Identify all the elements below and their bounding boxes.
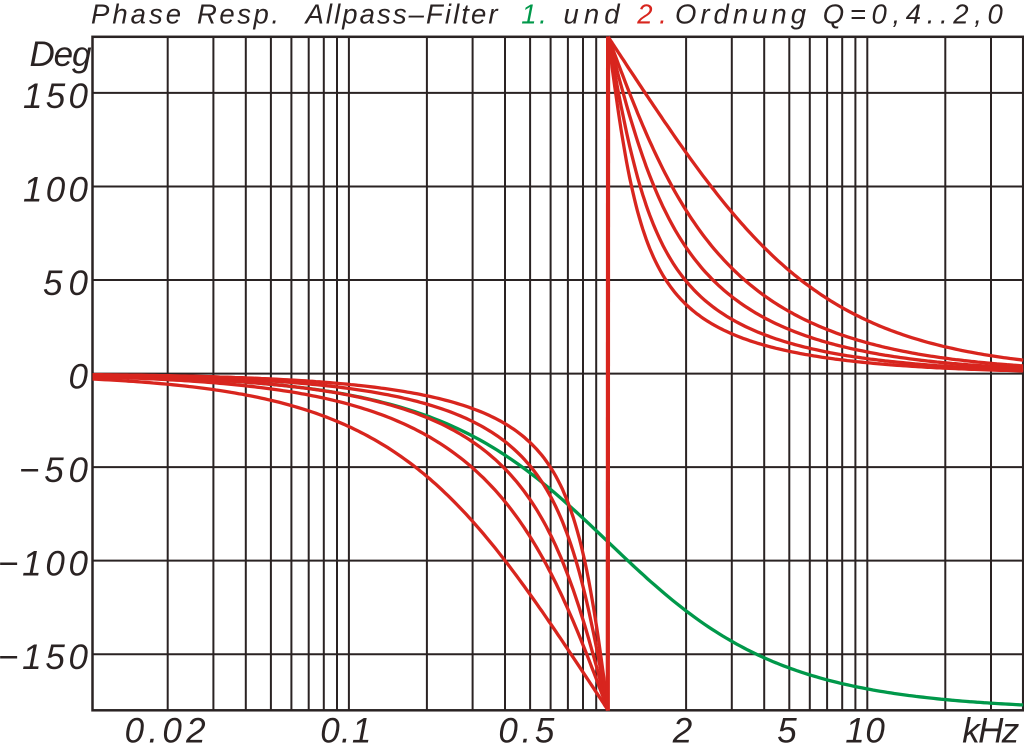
svg-text:kHz: kHz [962, 712, 1020, 745]
svg-text:und: und [564, 0, 622, 30]
svg-text:Deg: Deg [30, 35, 93, 74]
svg-text:2: 2 [672, 712, 692, 745]
svg-text:0.02: 0.02 [125, 712, 206, 745]
svg-text:0.5: 0.5 [498, 712, 555, 745]
svg-text:0: 0 [69, 358, 89, 397]
svg-text:1.: 1. [521, 0, 547, 30]
svg-text:−50: −50 [19, 451, 89, 490]
svg-text:2.: 2. [636, 0, 667, 30]
svg-text:Allpass–Filter: Allpass–Filter [304, 0, 500, 30]
svg-text:Phase: Phase [91, 0, 181, 30]
svg-text:10: 10 [845, 712, 885, 745]
svg-text:Q=0,4..2,0: Q=0,4..2,0 [823, 0, 1004, 30]
svg-text:0.1: 0.1 [320, 712, 371, 745]
svg-text:Resp.: Resp. [197, 0, 279, 30]
svg-text:150: 150 [23, 77, 89, 116]
svg-text:5: 5 [777, 712, 797, 745]
svg-text:100: 100 [23, 171, 89, 210]
